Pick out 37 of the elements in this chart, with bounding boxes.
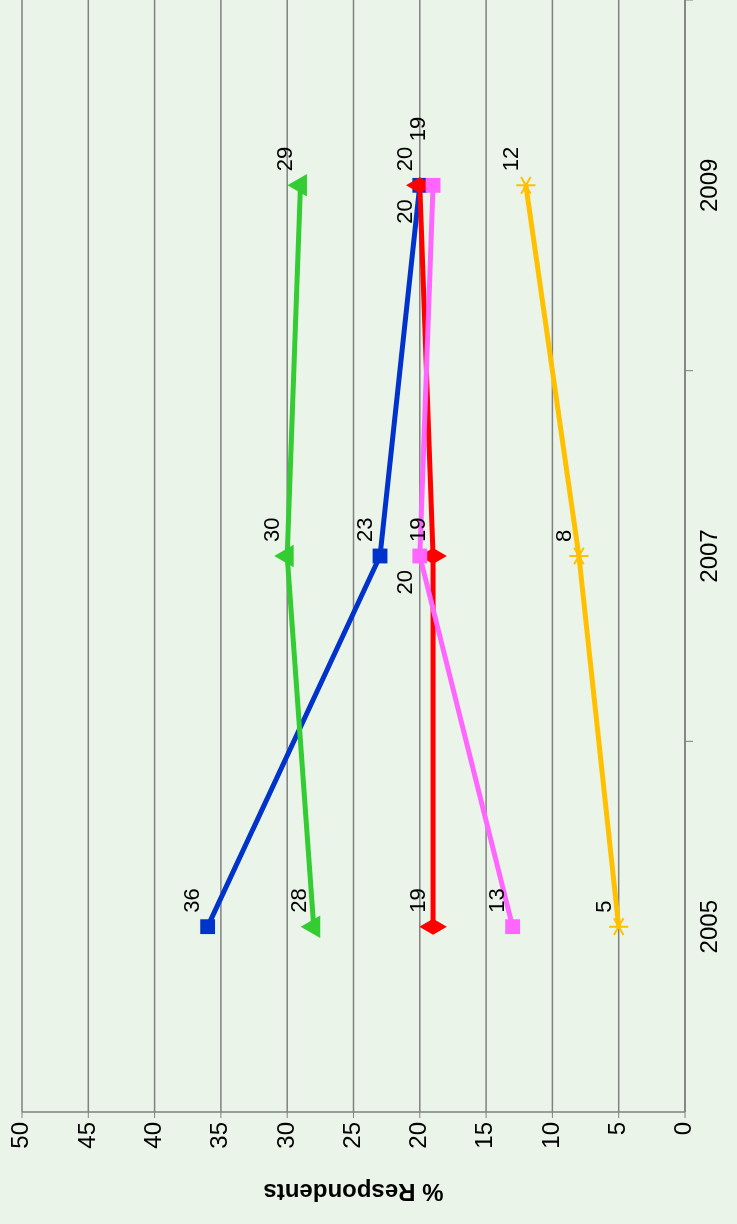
x-tick-label: 30 [271, 1122, 299, 1149]
data-label: 13 [484, 888, 510, 913]
data-label: 28 [285, 888, 311, 913]
x-tick-label: 10 [536, 1122, 564, 1149]
x-axis-title: % Respondents [263, 1179, 444, 1206]
data-label: 30 [259, 517, 285, 542]
point [515, 176, 537, 195]
point [200, 919, 216, 935]
point [608, 917, 630, 936]
data-label: 5 [590, 900, 616, 913]
point [568, 546, 590, 566]
data-label: 12 [497, 146, 523, 172]
data-label: 20 [391, 199, 417, 224]
data-label: 23 [351, 517, 377, 542]
point [505, 919, 521, 935]
x-tick-label: 5 [603, 1122, 631, 1136]
point [425, 177, 441, 193]
data-label: 8 [550, 529, 576, 542]
x-tick-label: 45 [72, 1122, 100, 1149]
y-tick-label: 2007 [695, 529, 722, 583]
data-label: 19 [404, 116, 430, 142]
x-tick-label: 35 [205, 1122, 233, 1149]
x-tick-label: 0 [669, 1122, 697, 1136]
x-tick-label: 20 [404, 1122, 432, 1149]
data-label: 29 [272, 146, 298, 172]
x-tick-label: 15 [470, 1122, 498, 1149]
data-label: 36 [179, 888, 205, 913]
x-tick-label: 40 [138, 1122, 166, 1149]
data-label: 19 [404, 517, 430, 542]
data-label: 20 [391, 146, 417, 172]
y-tick-label: 2009 [695, 158, 722, 213]
data-label: 20 [391, 570, 417, 595]
data-label: 19 [404, 888, 430, 913]
x-tick-label: 50 [6, 1122, 34, 1149]
y-tick-label: 2005 [695, 899, 722, 954]
point [412, 548, 428, 564]
x-tick-label: 25 [337, 1122, 365, 1149]
